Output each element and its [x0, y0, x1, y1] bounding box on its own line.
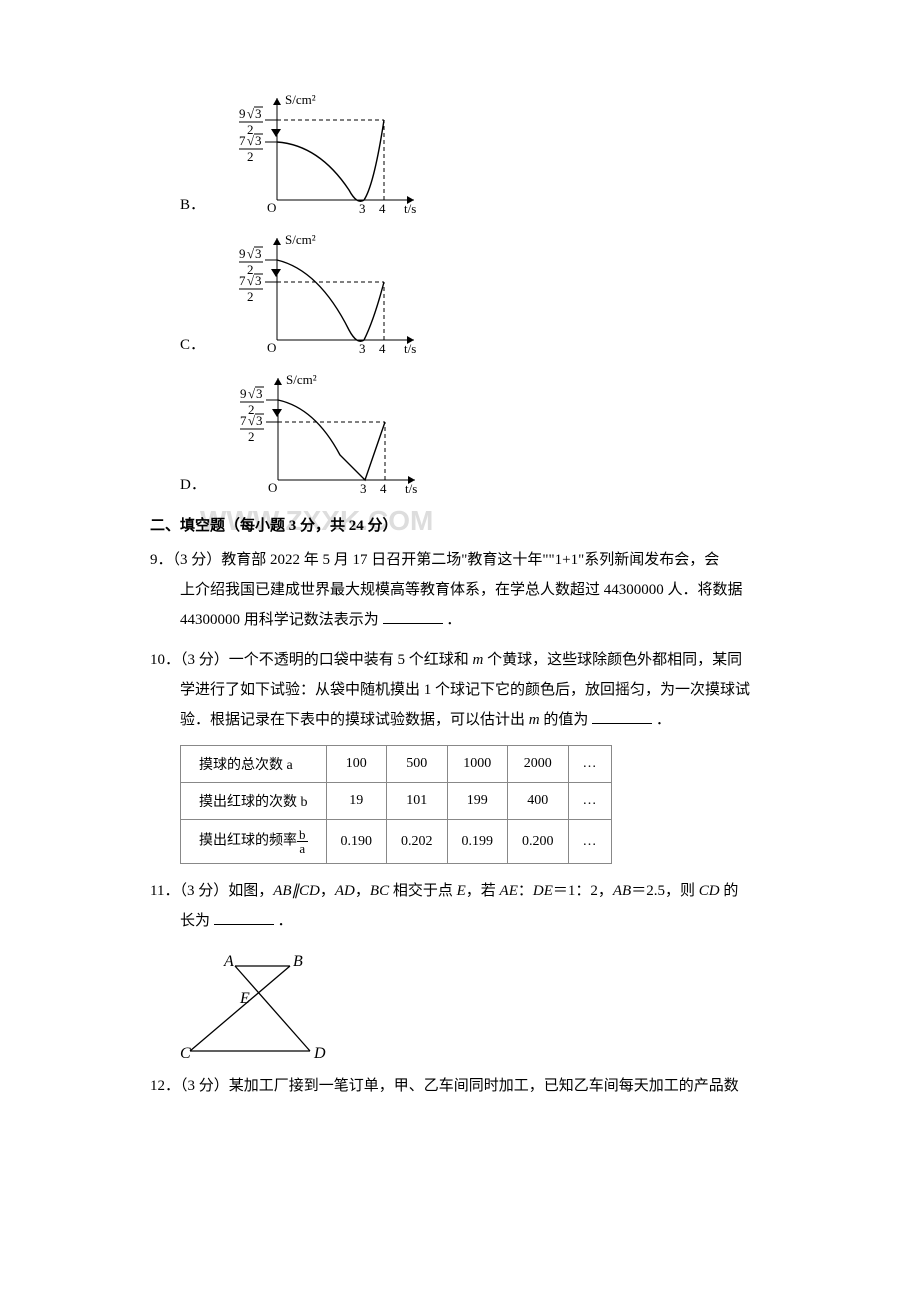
label-D: D	[313, 1045, 326, 1062]
q10-table: 摸球的总次数 a 100 500 1000 2000 … 摸出红球的次数 b 1…	[180, 745, 612, 864]
q12-line1: 12．（3 分）某加工厂接到一笔订单，甲、乙车间同时加工，已知乙车间每天加工的产…	[150, 1078, 739, 1094]
t-axis-label: t/s	[404, 201, 416, 216]
table-row: 摸出红球的次数 b 19 101 199 400 …	[181, 783, 612, 820]
question-12: 12．（3 分）某加工厂接到一笔订单，甲、乙车间同时加工，已知乙车间每天加工的产…	[150, 1071, 770, 1101]
svg-text:√: √	[247, 106, 255, 121]
start-dot-icon	[271, 129, 281, 137]
svg-text:9: 9	[239, 246, 246, 261]
tick-4: 4	[379, 201, 386, 216]
option-d-row: D． O 9√ 3 2 7√ 3 2	[180, 370, 770, 500]
y-mid-label-frac: 7 √ 3 2	[239, 133, 263, 164]
svg-text:S/cm²: S/cm²	[286, 372, 317, 387]
svg-text:3: 3	[256, 413, 263, 428]
svg-text:O: O	[267, 340, 276, 355]
q9-line3: 44300000 用科学记数法表示为 ．	[150, 605, 770, 635]
q10-blank	[592, 709, 652, 724]
option-d-label: D．	[180, 473, 206, 494]
svg-text:7: 7	[240, 413, 247, 428]
question-10: 10．（3 分）一个不透明的口袋中装有 5 个红球和 m 个黄球，这些球除颜色外…	[150, 645, 770, 735]
svg-text:9: 9	[239, 106, 246, 121]
q10-r3-label: 摸出红球的频率ba	[181, 820, 327, 864]
label-E: E	[239, 990, 250, 1007]
page: WWW.ZXXK.COM B． O 9 √ 3 2	[0, 0, 920, 1171]
section-2-title: 二、填空题（每小题 3 分，共 24 分）	[150, 514, 770, 535]
svg-text:√: √	[247, 273, 255, 288]
svg-text:3: 3	[256, 386, 263, 401]
svg-text:3: 3	[255, 106, 262, 121]
q9-line1: 9．（3 分）教育部 2022 年 5 月 17 日召开第二场"教育这十年""1…	[150, 552, 719, 568]
svg-text:4: 4	[379, 341, 386, 356]
q11-blank	[214, 910, 274, 925]
svg-text:√: √	[248, 413, 256, 428]
table-row: 摸出红球的频率ba 0.190 0.202 0.199 0.200 …	[181, 820, 612, 864]
table-row: 摸球的总次数 a 100 500 1000 2000 …	[181, 746, 612, 783]
q9-line2: 上介绍我国已建成世界最大规模高等教育体系，在学总人数超过 44300000 人．…	[150, 575, 770, 605]
svg-text:7: 7	[239, 273, 246, 288]
q10-line3: 验．根据记录在下表中的摸球试验数据，可以估计出 m 的值为 ．	[150, 705, 770, 735]
svg-text:3: 3	[255, 133, 262, 148]
curve-d	[278, 400, 385, 480]
curve-c	[277, 260, 384, 341]
svg-text:3: 3	[255, 273, 262, 288]
svg-text:t/s: t/s	[404, 341, 416, 356]
svg-text:3: 3	[360, 481, 367, 496]
q11-line1: 11．（3 分）如图，AB∥CD，AD，BC 相交于点 E，若 AE：DE＝1：…	[150, 883, 738, 899]
option-b-label: B．	[180, 193, 205, 214]
q9-blank	[383, 609, 443, 624]
svg-text:3: 3	[359, 341, 366, 356]
question-11: 11．（3 分）如图，AB∥CD，AD，BC 相交于点 E，若 AE：DE＝1：…	[150, 876, 770, 936]
svg-text:t/s: t/s	[405, 481, 417, 496]
graph-b: O 9 √ 3 2 7 √ 3 2	[219, 90, 429, 220]
svg-text:2: 2	[247, 289, 254, 304]
label-B: B	[293, 953, 303, 970]
svg-text:√: √	[248, 386, 256, 401]
origin-label: O	[267, 200, 276, 215]
svg-text:√: √	[247, 246, 255, 261]
q10-line1: 10．（3 分）一个不透明的口袋中装有 5 个红球和 m 个黄球，这些球除颜色外…	[150, 652, 742, 668]
option-b-row: B． O 9 √ 3 2 7 √	[180, 90, 770, 220]
question-9: 9．（3 分）教育部 2022 年 5 月 17 日召开第二场"教育这十年""1…	[150, 545, 770, 635]
q11-line2: 长为 ．	[150, 906, 770, 936]
option-c-row: C． O 9√ 3 2 7√ 3 2	[180, 230, 770, 360]
label-C: C	[180, 1045, 191, 1062]
svg-text:3: 3	[255, 246, 262, 261]
q10-line2: 学进行了如下试验：从袋中随机摸出 1 个球记下它的颜色后，放回摇匀，为一次摸球试	[150, 675, 770, 705]
tick-3: 3	[359, 201, 366, 216]
graph-d: O 9√ 3 2 7√ 3 2 3 4	[220, 370, 430, 500]
svg-text:O: O	[268, 480, 277, 495]
svg-text:S/cm²: S/cm²	[285, 232, 316, 247]
option-c-label: C．	[180, 333, 205, 354]
svg-text:7: 7	[239, 133, 246, 148]
curve-b	[277, 120, 384, 201]
svg-text:2: 2	[247, 149, 254, 164]
svg-text:4: 4	[380, 481, 387, 496]
label-A: A	[223, 953, 234, 970]
svg-text:√: √	[247, 133, 255, 148]
s-axis-label: S/cm²	[285, 92, 316, 107]
q11-diagram: A B C D E	[180, 946, 350, 1066]
graph-c: O 9√ 3 2 7√ 3 2 3 4	[219, 230, 429, 360]
svg-text:2: 2	[248, 429, 255, 444]
q10-h0: 摸球的总次数 a	[181, 746, 327, 783]
svg-text:9: 9	[240, 386, 247, 401]
